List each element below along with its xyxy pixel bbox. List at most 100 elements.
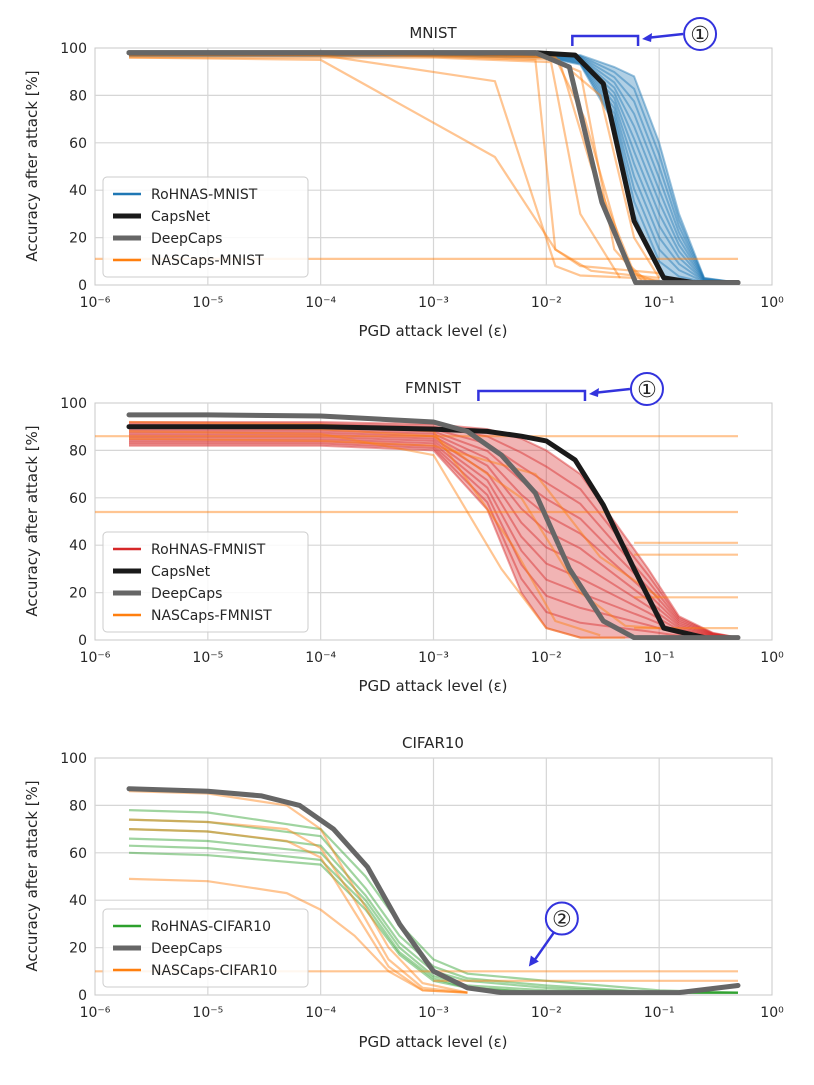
legend: RoHNAS-MNIST CapsNet DeepCaps NASCaps-MNIST xyxy=(102,176,309,278)
y-tick-label: 40 xyxy=(69,538,87,554)
annotation-label: ① xyxy=(690,23,710,48)
y-axis-label: Accuracy after attack [%] xyxy=(23,70,41,261)
legend-label: NASCaps-MNIST xyxy=(151,253,264,269)
series-band xyxy=(129,422,738,638)
bracket xyxy=(477,389,587,401)
legend-label: NASCaps-FMNIST xyxy=(151,608,272,624)
series-run-line xyxy=(129,433,739,639)
x-axis-label: PGD attack level (ε) xyxy=(358,677,507,695)
y-tick-label: 20 xyxy=(69,231,87,247)
legend-label: RoHNAS-FMNIST xyxy=(151,542,266,558)
series-run-line xyxy=(129,54,739,284)
annotation-arrow: ② xyxy=(528,901,579,967)
legend-label: DeepCaps xyxy=(151,941,222,957)
series-line xyxy=(126,786,741,995)
data-layer xyxy=(95,412,741,640)
y-tick-label: 100 xyxy=(60,41,87,57)
legend-box xyxy=(102,908,309,988)
x-axis-label: PGD attack level (ε) xyxy=(358,1033,507,1051)
series-run-line xyxy=(129,56,621,279)
x-tick-label: 10⁻⁶ xyxy=(80,1005,111,1021)
x-tick-label: 10⁻³ xyxy=(418,295,449,311)
legend-label: DeepCaps xyxy=(151,231,222,247)
panel-fmnist: 0 20 40 60 80 100 10⁻⁶ 10⁻⁵ 10⁻⁴ 10⁻³ 10⁻² 10⁻¹ 10⁰… xyxy=(23,372,785,695)
annotation-label: ① xyxy=(637,378,657,403)
series-run-line xyxy=(128,790,468,994)
x-tick-label: 10⁻¹ xyxy=(644,295,675,311)
series-run-line xyxy=(128,828,468,994)
series-run-line xyxy=(128,809,739,994)
y-tick-label: 60 xyxy=(69,491,87,507)
grid xyxy=(95,758,772,995)
y-tick-labels: 0 20 40 60 80 100 xyxy=(60,396,87,649)
data-layer xyxy=(95,786,741,995)
legend: RoHNAS-CIFAR10 DeepCaps NASCaps-CIFAR10 xyxy=(102,908,309,988)
x-tick-label: 10⁻⁴ xyxy=(305,1005,336,1021)
arrow-shaft xyxy=(531,931,555,964)
legend-label: DeepCaps xyxy=(151,586,222,602)
series-line xyxy=(126,424,707,640)
x-tick-label: 10⁰ xyxy=(760,295,784,311)
x-tick-label: 10⁻⁵ xyxy=(192,295,223,311)
series-run-line xyxy=(128,437,660,599)
legend-label: RoHNAS-MNIST xyxy=(151,187,258,203)
x-tick-label: 10⁻² xyxy=(531,650,562,666)
y-tick-label: 40 xyxy=(69,183,87,199)
arrow-head xyxy=(588,388,599,397)
series-run-line xyxy=(128,430,626,639)
x-tick-label: 10⁻⁵ xyxy=(192,1005,223,1021)
arrow-head xyxy=(642,33,653,42)
chart-title: MNIST xyxy=(409,24,457,42)
annotation-circle xyxy=(544,901,579,936)
y-tick-label: 40 xyxy=(69,893,87,909)
y-tick-labels: 0 20 40 60 80 100 xyxy=(60,751,87,1004)
series-run-line xyxy=(129,54,739,284)
y-tick-label: 80 xyxy=(69,88,87,104)
series-run-line xyxy=(128,877,468,994)
y-tick-labels: 0 20 40 60 80 100 xyxy=(60,41,87,294)
annotation-circle xyxy=(683,17,718,51)
series-run-line xyxy=(129,421,739,639)
annotation-label: ② xyxy=(552,908,572,933)
series-run-line xyxy=(129,423,739,639)
legend-label: NASCaps-CIFAR10 xyxy=(151,963,277,979)
x-tick-label: 10⁻⁵ xyxy=(192,650,223,666)
arrow-shaft xyxy=(645,32,684,40)
series-band xyxy=(129,51,738,283)
annotation-circle xyxy=(629,372,664,406)
x-tick-label: 10⁰ xyxy=(760,650,784,666)
legend: RoHNAS-FMNIST CapsNet DeepCaps NASCaps-FMNI… xyxy=(102,531,309,633)
legend-label: CapsNet xyxy=(151,564,211,580)
legend-box xyxy=(102,176,309,278)
x-tick-label: 10⁻³ xyxy=(418,650,449,666)
annotation-bracket: ① xyxy=(477,372,664,406)
x-tick-labels: 10⁻⁶ 10⁻⁵ 10⁻⁴ 10⁻³ 10⁻² 10⁻¹ 10⁰ xyxy=(80,650,785,666)
x-tick-labels: 10⁻⁶ 10⁻⁵ 10⁻⁴ 10⁻³ 10⁻² 10⁻¹ 10⁰ xyxy=(80,295,785,311)
series-line xyxy=(126,412,741,640)
series-run-line xyxy=(128,420,601,637)
annotation-bracket: ① xyxy=(571,17,718,51)
arrow-head xyxy=(528,955,539,967)
x-tick-label: 10⁻⁶ xyxy=(80,295,111,311)
y-tick-label: 100 xyxy=(60,751,87,767)
series-run-line xyxy=(128,56,660,275)
y-tick-label: 0 xyxy=(78,988,87,1004)
x-axis-label: PGD attack level (ε) xyxy=(358,322,507,340)
bracket xyxy=(571,34,640,46)
chart-title: CIFAR10 xyxy=(402,734,464,752)
legend-box xyxy=(102,531,309,633)
legend-label: CapsNet xyxy=(151,209,211,225)
x-tick-label: 10⁰ xyxy=(760,1005,784,1021)
series-line xyxy=(126,50,741,285)
y-tick-label: 20 xyxy=(69,941,87,957)
x-tick-label: 10⁻² xyxy=(531,1005,562,1021)
series-run-line xyxy=(128,818,468,994)
chart-title: FMNIST xyxy=(405,379,462,397)
y-tick-label: 80 xyxy=(69,443,87,459)
y-tick-label: 100 xyxy=(60,396,87,412)
y-axis-label: Accuracy after attack [%] xyxy=(23,780,41,971)
x-tick-label: 10⁻³ xyxy=(418,1005,449,1021)
x-tick-label: 10⁻¹ xyxy=(644,1005,675,1021)
panel-cifar10: 0 20 40 60 80 100 10⁻⁶ 10⁻⁵ 10⁻⁴ 10⁻³ 10⁻² 10⁻¹ 10⁰… xyxy=(23,734,784,1051)
